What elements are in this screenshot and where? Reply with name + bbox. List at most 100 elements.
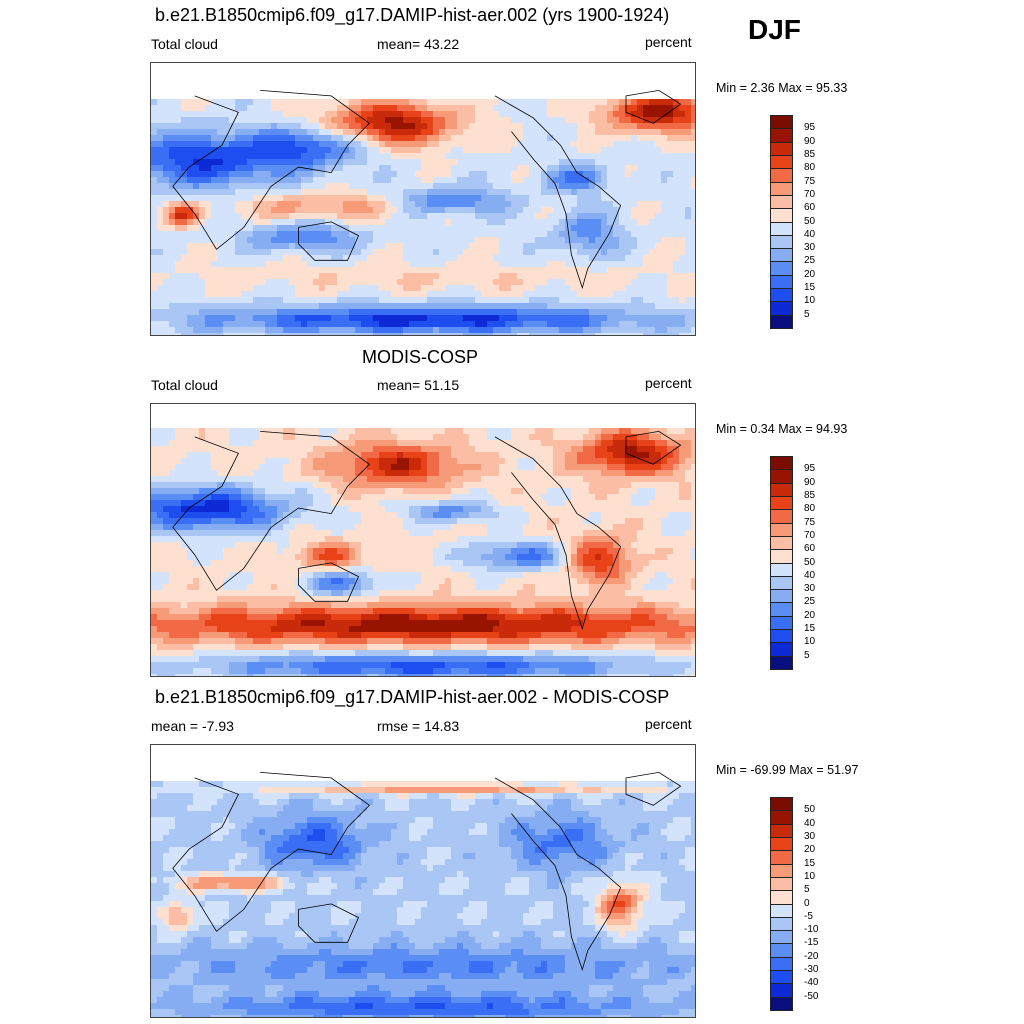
- map-cell: [319, 416, 326, 423]
- map-cell: [535, 123, 542, 130]
- map-cell: [331, 267, 338, 274]
- map-cell: [625, 297, 632, 304]
- map-cell: [403, 279, 410, 286]
- map-cell: [355, 297, 362, 304]
- map-cell: [397, 81, 404, 88]
- map-cell: [175, 452, 182, 459]
- map-cell: [445, 135, 452, 142]
- map-cell: [589, 327, 596, 334]
- map-cell: [481, 231, 488, 238]
- map-cell: [547, 410, 554, 417]
- map-cell: [655, 81, 662, 88]
- map-cell: [163, 135, 170, 142]
- map-cell: [619, 93, 626, 100]
- map-cell: [241, 315, 248, 322]
- map-cell: [181, 183, 188, 190]
- map-cell: [181, 159, 188, 166]
- map-cell: [337, 75, 344, 82]
- map-cell: [637, 75, 644, 82]
- map-cell: [199, 219, 206, 226]
- map-cell: [559, 195, 566, 202]
- map-cell: [463, 404, 470, 411]
- map-cell: [229, 309, 236, 316]
- map-cell: [427, 255, 434, 262]
- map-cell: [277, 201, 284, 208]
- map-cell: [589, 75, 596, 82]
- map-cell: [445, 422, 452, 429]
- map-cell: [451, 267, 458, 274]
- map-cell: [253, 195, 260, 202]
- map-cell: [463, 135, 470, 142]
- map-cell: [415, 183, 422, 190]
- map-cell: [529, 225, 536, 232]
- map-cell: [295, 207, 302, 214]
- map-cell: [367, 69, 374, 76]
- map-cell: [613, 159, 620, 166]
- map-cell: [295, 333, 302, 335]
- map-cell: [373, 177, 380, 184]
- map-cell: [565, 123, 572, 130]
- map-cell: [217, 207, 224, 214]
- map-cell: [457, 171, 464, 178]
- map-cell: [553, 153, 560, 160]
- map-cell: [529, 201, 536, 208]
- map-cell: [319, 404, 326, 411]
- map-cell: [499, 189, 506, 196]
- map-cell: [505, 416, 512, 423]
- map-cell: [601, 428, 608, 435]
- map-cell: [301, 410, 308, 417]
- map-cell: [433, 135, 440, 142]
- map-cell: [217, 117, 224, 124]
- map-cell: [391, 111, 398, 118]
- map-cell: [247, 416, 254, 423]
- map-cell: [265, 123, 272, 130]
- map-cell: [193, 452, 200, 459]
- map-cell: [643, 404, 650, 411]
- map-cell: [493, 219, 500, 226]
- map-cell: [163, 189, 170, 196]
- map-cell: [625, 147, 632, 154]
- map-cell: [583, 117, 590, 124]
- map-cell: [445, 219, 452, 226]
- map-cell: [607, 440, 614, 447]
- map-cell: [211, 303, 218, 310]
- map-cell: [253, 111, 260, 118]
- map-cell: [541, 63, 548, 70]
- map-cell: [391, 327, 398, 334]
- panel-2-mean: mean= 51.15: [377, 377, 460, 393]
- map-cell: [505, 291, 512, 298]
- map-cell: [625, 231, 632, 238]
- map-cell: [493, 273, 500, 280]
- map-cell: [433, 261, 440, 268]
- map-cell: [301, 117, 308, 124]
- map-cell: [565, 189, 572, 196]
- map-cell: [271, 147, 278, 154]
- map-cell: [637, 333, 644, 335]
- map-cell: [427, 123, 434, 130]
- map-cell: [313, 63, 320, 70]
- map-cell: [163, 231, 170, 238]
- map-cell: [619, 404, 626, 411]
- map-cell: [577, 410, 584, 417]
- map-cell: [691, 75, 695, 82]
- map-cell: [205, 201, 212, 208]
- map-cell: [349, 201, 356, 208]
- map-cell: [331, 189, 338, 196]
- map-cell: [547, 261, 554, 268]
- map-cell: [319, 213, 326, 220]
- map-cell: [271, 219, 278, 226]
- map-cell: [547, 129, 554, 136]
- map-cell: [679, 159, 686, 166]
- map-cell: [481, 333, 488, 335]
- map-cell: [541, 123, 548, 130]
- map-cell: [403, 207, 410, 214]
- map-cell: [403, 237, 410, 244]
- map-cell: [559, 309, 566, 316]
- map-cell: [367, 309, 374, 316]
- map-cell: [541, 75, 548, 82]
- map-cell: [157, 285, 164, 292]
- map-cell: [589, 237, 596, 244]
- map-cell: [481, 243, 488, 250]
- map-cell: [583, 303, 590, 310]
- map-cell: [571, 255, 578, 262]
